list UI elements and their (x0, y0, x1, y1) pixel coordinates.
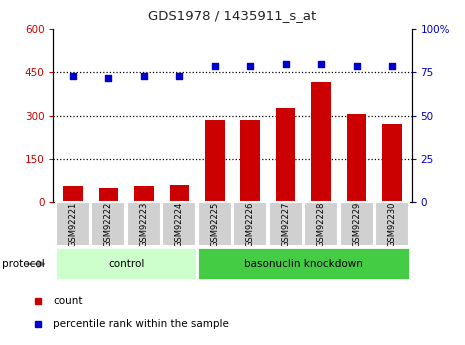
Point (105, 75, 112, 80)
Text: GSM92224: GSM92224 (175, 201, 184, 247)
Text: basonuclin knockdown: basonuclin knockdown (244, 259, 363, 269)
Text: GSM92228: GSM92228 (317, 201, 326, 247)
Bar (312, 82, 331, 202)
Bar (276, 108, 295, 202)
Text: GSM92221: GSM92221 (68, 201, 78, 247)
Point (318, 61, 325, 67)
Point (246, 63, 254, 68)
FancyBboxPatch shape (198, 202, 232, 246)
Bar (63, 186, 83, 202)
FancyBboxPatch shape (375, 202, 409, 246)
Bar (240, 120, 260, 202)
Text: GSM92222: GSM92222 (104, 201, 113, 247)
Text: protocol: protocol (2, 259, 45, 269)
FancyBboxPatch shape (127, 202, 161, 246)
Bar (170, 185, 189, 202)
Point (353, 63, 360, 68)
Text: percentile rank within the sample: percentile rank within the sample (53, 319, 229, 328)
Text: GSM92229: GSM92229 (352, 201, 361, 247)
FancyBboxPatch shape (233, 202, 267, 246)
FancyBboxPatch shape (269, 202, 303, 246)
FancyBboxPatch shape (339, 202, 373, 246)
Bar (347, 114, 366, 202)
Point (388, 63, 396, 68)
Bar (205, 120, 225, 202)
FancyBboxPatch shape (162, 202, 196, 246)
Text: GSM92223: GSM92223 (140, 201, 148, 247)
Point (69, 73, 77, 79)
Point (140, 73, 147, 79)
FancyBboxPatch shape (92, 202, 126, 246)
Bar (99, 188, 118, 202)
Point (282, 61, 289, 67)
Text: GDS1978 / 1435911_s_at: GDS1978 / 1435911_s_at (148, 9, 317, 22)
Text: GSM92225: GSM92225 (210, 201, 219, 247)
FancyBboxPatch shape (55, 247, 197, 280)
Text: control: control (108, 259, 144, 269)
Text: GSM92226: GSM92226 (246, 201, 255, 247)
Text: GSM92227: GSM92227 (281, 201, 290, 247)
Text: GSM92230: GSM92230 (387, 201, 397, 247)
FancyBboxPatch shape (197, 247, 410, 280)
FancyBboxPatch shape (304, 202, 338, 246)
Point (211, 63, 219, 68)
Bar (134, 186, 153, 202)
Bar (382, 124, 402, 202)
Text: count: count (53, 296, 83, 306)
Point (176, 73, 183, 79)
FancyBboxPatch shape (56, 202, 90, 246)
